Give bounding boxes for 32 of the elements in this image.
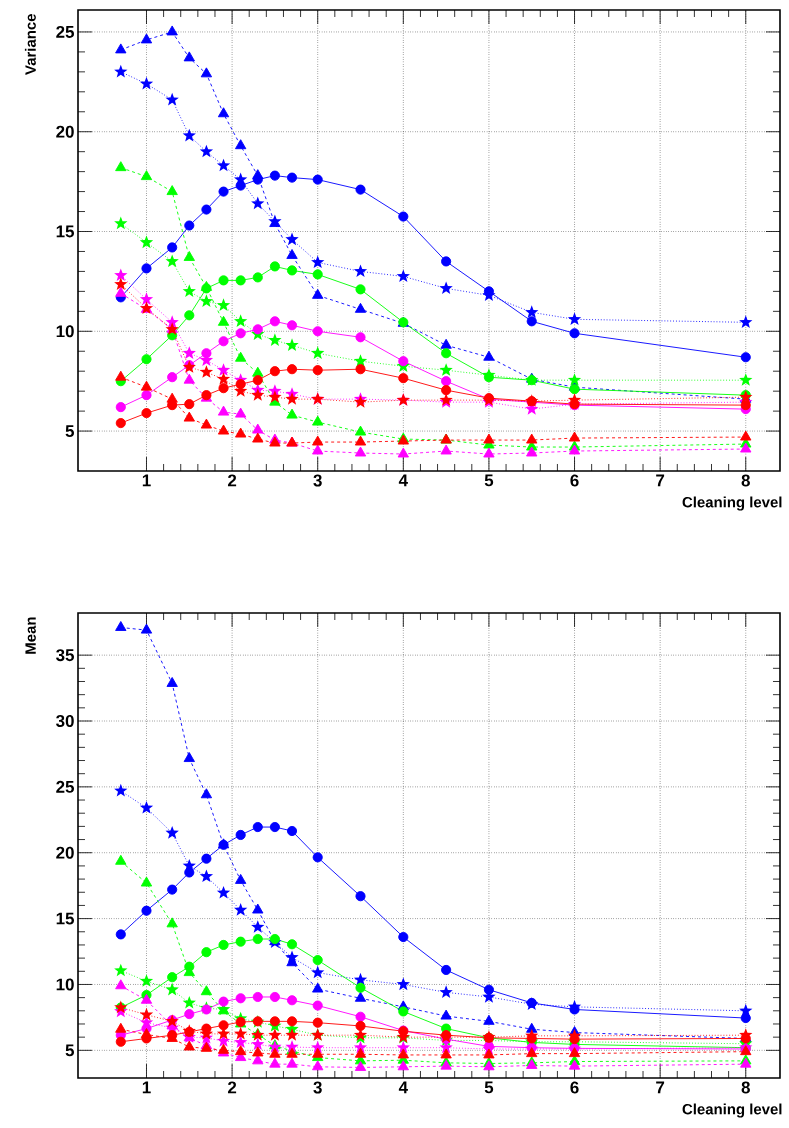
y-tick-label: 5 xyxy=(65,425,75,437)
x-tick-label: 7 xyxy=(656,474,665,487)
x-tick-label: 4 xyxy=(398,474,408,487)
y-tick-label: 10 xyxy=(56,325,74,338)
y-tick-label: 15 xyxy=(56,225,75,238)
y-tick-label: 15 xyxy=(56,912,75,925)
y-tick-label: 25 xyxy=(56,25,75,38)
y-tick-label: 35 xyxy=(56,649,75,662)
y-tick-label: 20 xyxy=(56,846,74,859)
x-tick-label: 2 xyxy=(227,474,237,487)
x-tick-label: 8 xyxy=(741,1081,750,1094)
y-axis-title: Variance xyxy=(24,14,36,75)
x-tick-label: 5 xyxy=(484,474,494,487)
x-tick-label: 6 xyxy=(570,1081,579,1094)
x-tick-label: 1 xyxy=(142,1081,151,1094)
x-tick-label: 8 xyxy=(741,474,750,487)
x-tick-label: 7 xyxy=(656,1081,665,1094)
y-tick-label: 25 xyxy=(56,780,75,793)
x-axis-title: Cleaning level xyxy=(682,496,782,511)
x-tick-label: 6 xyxy=(570,474,579,487)
x-tick-label: 3 xyxy=(313,474,322,487)
y-tick-label: 20 xyxy=(56,125,74,138)
y-tick-label: 5 xyxy=(65,1044,75,1057)
x-tick-label: 4 xyxy=(398,1081,408,1094)
x-axis-title: Cleaning level xyxy=(682,1103,782,1118)
x-tick-label: 3 xyxy=(313,1081,322,1094)
x-tick-label: 1 xyxy=(142,474,151,487)
y-axis-title: Mean xyxy=(25,617,36,654)
y-tick-label: 30 xyxy=(56,715,74,728)
y-tick-label: 10 xyxy=(56,978,74,991)
x-tick-label: 5 xyxy=(484,1081,494,1094)
x-tick-label: 2 xyxy=(227,1081,237,1094)
